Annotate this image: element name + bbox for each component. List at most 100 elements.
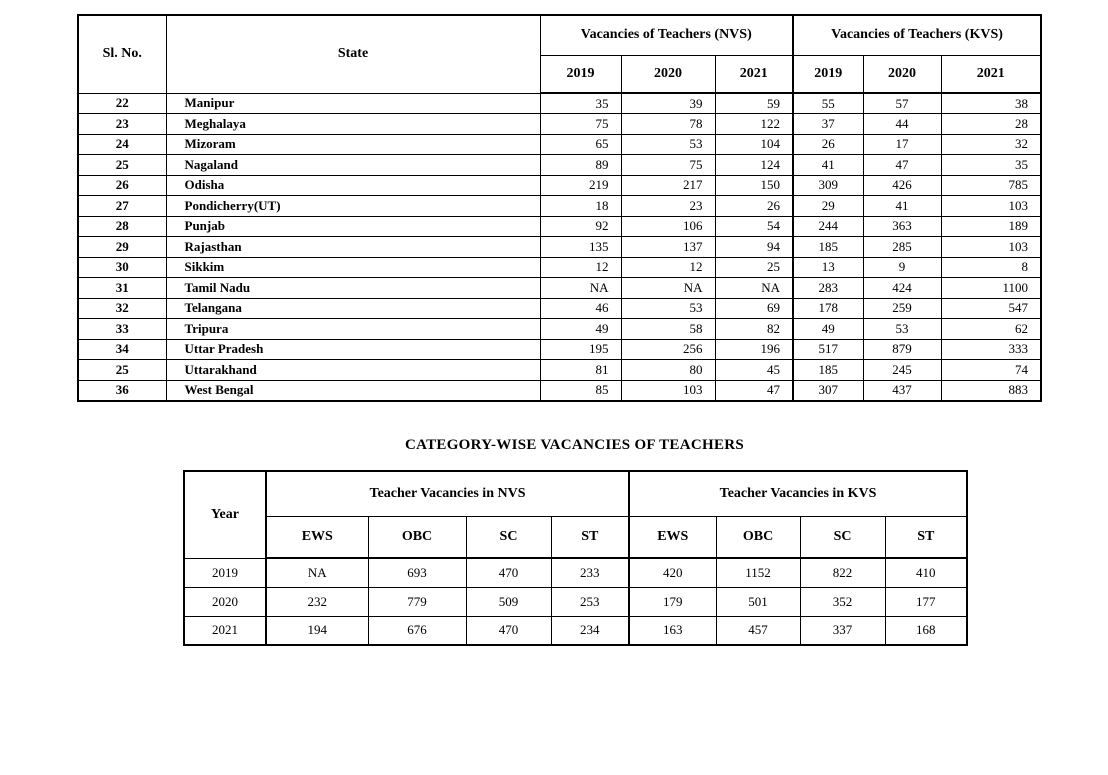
sl-no-cell: 25 (77, 359, 167, 381)
nvs-2019-cell: 219 (539, 174, 622, 196)
table-row: 25 Nagaland 89 75 124 41 47 35 (77, 154, 1042, 176)
table-row: 30 Sikkim 12 12 25 13 9 8 (77, 256, 1042, 278)
sl-no-header: Sl. No. (77, 14, 167, 94)
sl-no-cell: 31 (77, 277, 167, 299)
state-cell: Tripura (165, 318, 541, 340)
kvs-2020-cell: 245 (862, 359, 942, 381)
kvs-2019-cell: 185 (792, 236, 864, 258)
sl-no-cell: 24 (77, 133, 167, 155)
kvs-st-cell: 168 (884, 615, 968, 646)
table-row: 27 Pondicherry(UT) 18 23 26 29 41 103 (77, 195, 1042, 217)
nvs-2020-cell: 106 (620, 215, 716, 237)
state-cell: Telangana (165, 297, 541, 319)
table-row: 29 Rajasthan 135 137 94 185 285 103 (77, 236, 1042, 258)
kvs-2021-cell: 103 (940, 195, 1042, 217)
kvs-sc-cell: 352 (799, 586, 886, 617)
kvs-2021-cell: 74 (940, 359, 1042, 381)
kvs-2019-cell: 55 (792, 92, 864, 114)
kvs-ews-cell: 420 (628, 557, 717, 588)
nvs-st-cell: 234 (550, 615, 630, 646)
kvs-obc-header: OBC (715, 515, 801, 559)
state-header: State (165, 14, 541, 94)
nvs-2021-cell: 45 (714, 359, 794, 381)
nvs-2019-cell: 75 (539, 113, 622, 135)
kvs-2019-cell: 41 (792, 154, 864, 176)
table-row: 33 Tripura 49 58 82 49 53 62 (77, 318, 1042, 340)
nvs-2020-cell: 256 (620, 338, 716, 360)
table-row: 32 Telangana 46 53 69 178 259 547 (77, 297, 1042, 319)
kvs-sc-header: SC (799, 515, 886, 559)
nvs-2019-cell: 135 (539, 236, 622, 258)
kvs-2019-cell: 49 (792, 318, 864, 340)
nvs-2020-cell: 39 (620, 92, 716, 114)
nvs-2019-cell: 46 (539, 297, 622, 319)
sl-no-cell: 23 (77, 113, 167, 135)
nvs-2020-cell: 75 (620, 154, 716, 176)
kvs-obc-cell: 501 (715, 586, 801, 617)
state-cell: Uttarakhand (165, 359, 541, 381)
nvs-group-header: Teacher Vacancies in NVS (265, 470, 630, 517)
sl-no-cell: 27 (77, 195, 167, 217)
nvs-sc-header: SC (465, 515, 552, 559)
nvs-ews-cell: 194 (265, 615, 369, 646)
kvs-2020-cell: 424 (862, 277, 942, 299)
kvs-2021-cell: 35 (940, 154, 1042, 176)
table-row: 2020 232 779 509 253 179 501 352 177 (183, 586, 968, 617)
table-year-header-row: 2019 2020 2021 2019 2020 2021 (78, 54, 1042, 94)
sl-no-cell: 36 (77, 379, 167, 401)
state-cell: Pondicherry(UT) (165, 195, 541, 217)
kvs-2020-cell: 44 (862, 113, 942, 135)
kvs-2021-cell: 547 (940, 297, 1042, 319)
table-row: 26 Odisha 219 217 150 309 426 785 (77, 174, 1042, 196)
kvs-obc-cell: 457 (715, 615, 801, 646)
state-cell: Punjab (165, 215, 541, 237)
kvs-2019-cell: 26 (792, 133, 864, 155)
nvs-2019-cell: 35 (539, 92, 622, 114)
sl-no-cell: 33 (77, 318, 167, 340)
table-header-row: Year Teacher Vacancies in NVS Teacher Va… (183, 470, 968, 559)
kvs-2019-cell: 244 (792, 215, 864, 237)
kvs-2020-cell: 285 (862, 236, 942, 258)
table-row: 2021 194 676 470 234 163 457 337 168 (183, 615, 968, 646)
nvs-2020-cell: 58 (620, 318, 716, 340)
nvs-2019-cell: 81 (539, 359, 622, 381)
kvs-group-header: Teacher Vacancies in KVS (628, 470, 968, 517)
table-header-row: Sl. No. State Vacancies of Teachers (NVS… (77, 14, 1042, 94)
kvs-ews-cell: 163 (628, 615, 717, 646)
nvs-2021-cell: 54 (714, 215, 794, 237)
kvs-2019-cell: 309 (792, 174, 864, 196)
nvs-2020-cell: 23 (620, 195, 716, 217)
nvs-2019-cell: NA (539, 277, 622, 299)
nvs-2021-cell: 104 (714, 133, 794, 155)
kvs-group-header: Vacancies of Teachers (KVS) (792, 14, 1042, 56)
kvs-year-2021-header: 2021 (940, 54, 1042, 94)
state-cell: West Bengal (165, 379, 541, 401)
nvs-2019-cell: 12 (539, 256, 622, 278)
nvs-2020-cell: 78 (620, 113, 716, 135)
state-cell: Tamil Nadu (165, 277, 541, 299)
nvs-2019-cell: 65 (539, 133, 622, 155)
kvs-2021-cell: 883 (940, 379, 1042, 401)
kvs-2020-cell: 57 (862, 92, 942, 114)
kvs-2021-cell: 8 (940, 256, 1042, 278)
nvs-2020-cell: 80 (620, 359, 716, 381)
kvs-2021-cell: 38 (940, 92, 1042, 114)
kvs-year-2019-header: 2019 (792, 54, 864, 94)
kvs-2019-cell: 307 (792, 379, 864, 401)
category-section-title: CATEGORY-WISE VACANCIES OF TEACHERS (404, 437, 745, 453)
nvs-year-2021-header: 2021 (714, 54, 794, 94)
kvs-2021-cell: 333 (940, 338, 1042, 360)
nvs-2019-cell: 89 (539, 154, 622, 176)
kvs-2020-cell: 47 (862, 154, 942, 176)
table-row: 28 Punjab 92 106 54 244 363 189 (77, 215, 1042, 237)
year-cell: 2021 (183, 615, 267, 646)
kvs-ews-cell: 179 (628, 586, 717, 617)
nvs-2021-cell: 122 (714, 113, 794, 135)
nvs-2021-cell: 26 (714, 195, 794, 217)
nvs-2021-cell: 69 (714, 297, 794, 319)
nvs-2021-cell: 94 (714, 236, 794, 258)
nvs-group-header: Vacancies of Teachers (NVS) (539, 14, 794, 56)
nvs-2020-cell: 53 (620, 297, 716, 319)
nvs-year-2020-header: 2020 (620, 54, 716, 94)
nvs-2021-cell: 59 (714, 92, 794, 114)
